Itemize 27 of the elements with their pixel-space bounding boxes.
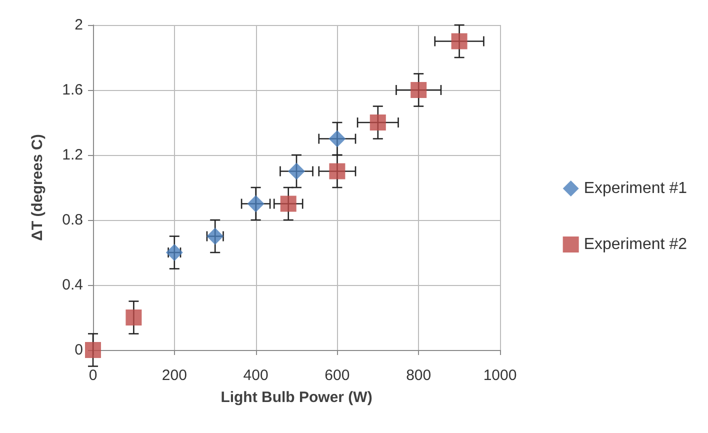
y-tick-label: 0 <box>74 342 83 358</box>
point <box>280 196 296 212</box>
legend-label: Experiment #2 <box>584 236 688 253</box>
point <box>288 162 305 180</box>
point <box>247 195 264 212</box>
y-tick-label: 1.6 <box>62 82 83 98</box>
x-tick-label: 200 <box>162 367 187 384</box>
y-tick-label: 2 <box>74 16 83 34</box>
y-axis-title: ΔT (degrees C) <box>29 134 46 241</box>
point <box>85 342 101 358</box>
x-tick-label: 800 <box>406 367 432 384</box>
y-tick-label: 0.4 <box>62 276 83 294</box>
legend-label: Experiment #1 <box>584 180 688 197</box>
x-tick-label: 1000 <box>483 367 517 384</box>
point <box>370 114 386 130</box>
point <box>410 82 427 98</box>
x-tick-label: 400 <box>243 367 268 384</box>
point <box>451 33 468 50</box>
y-tick-label: 0.8 <box>62 212 83 228</box>
y-tick-label: 1.2 <box>62 146 83 164</box>
x-tick-label: 600 <box>324 367 350 384</box>
point <box>329 163 346 180</box>
point <box>206 228 224 245</box>
x-axis-title: Light Bulb Power (W) <box>220 389 372 406</box>
x-tick-label: 0 <box>88 367 98 384</box>
point <box>126 310 142 326</box>
point <box>328 130 346 148</box>
